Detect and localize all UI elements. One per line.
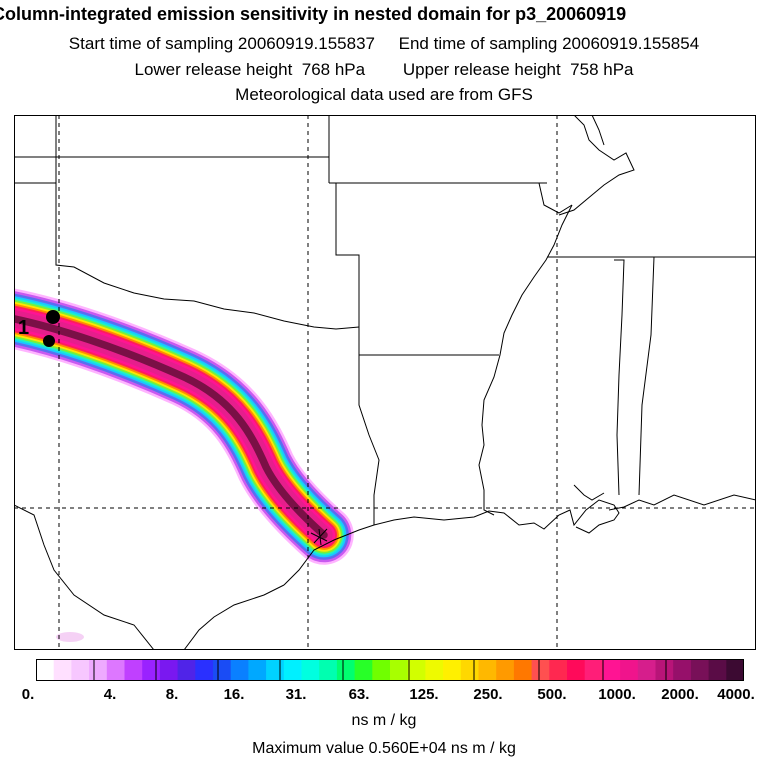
- release-point-marker: [46, 310, 60, 324]
- maximum-value-label: Maximum value 0.560E+04 ns m / kg: [252, 740, 516, 757]
- color-scale-cell: [708, 659, 727, 681]
- color-scale-cell: [726, 659, 744, 681]
- color-scale-cell: [142, 659, 161, 681]
- release-label: 1: [18, 317, 29, 339]
- color-scale-cell: [620, 659, 639, 681]
- color-scale-bar: [36, 659, 744, 681]
- color-scale-tick: 8.: [165, 686, 179, 703]
- color-scale-cell: [425, 659, 444, 681]
- color-scale-cell: [53, 659, 72, 681]
- color-scale-cell: [478, 659, 497, 681]
- color-scale-tick: 2000.: [661, 686, 699, 703]
- color-scale-cell: [655, 659, 674, 681]
- color-scale-tick: 500.: [537, 686, 567, 703]
- color-scale-cell: [549, 659, 568, 681]
- color-scale-cell: [513, 659, 533, 681]
- color-scale-cell: [230, 659, 249, 681]
- color-scale-tick: 16.: [223, 686, 245, 703]
- coastline: [14, 484, 756, 650]
- color-scale-cell: [637, 659, 657, 681]
- color-scale-cell: [248, 659, 267, 681]
- color-scale-cell: [71, 659, 90, 681]
- color-scale-cell: [372, 659, 391, 681]
- color-scale-cell: [354, 659, 373, 681]
- release-point-marker: [43, 335, 55, 347]
- color-scale-tick: 31.: [285, 686, 307, 703]
- small-sensitivity-patch: [56, 632, 84, 642]
- color-scale-units: ns m / kg: [351, 712, 417, 729]
- color-scale-cell: [283, 659, 303, 681]
- color-scale-cell: [496, 659, 515, 681]
- color-scale-cell: [195, 659, 214, 681]
- color-scale-cell: [407, 659, 426, 681]
- plume-band: [14, 315, 328, 539]
- color-scale-cell: [301, 659, 320, 681]
- color-scale-cell: [673, 659, 692, 681]
- color-scale-tick: 63.: [348, 686, 370, 703]
- color-scale-tick: 1000.: [598, 686, 636, 703]
- color-scale-tick: 4.: [103, 686, 117, 703]
- sensitivity-map: 1: [14, 115, 756, 650]
- color-scale-cell: [336, 659, 356, 681]
- color-scale-cell: [159, 659, 179, 681]
- sampling-time-line: Start time of sampling 20060919.155837 E…: [68, 34, 700, 53]
- color-scale-cell: [177, 659, 196, 681]
- meteorological-data-line: Meteorological data used are from GFS: [235, 85, 533, 104]
- map-title: Column-integrated emission sensitivity i…: [0, 4, 627, 24]
- color-scale-cell: [36, 659, 55, 681]
- color-scale-tick: 4000.: [717, 686, 755, 703]
- color-scale-cell: [690, 659, 710, 681]
- color-scale-cell: [584, 659, 603, 681]
- receptor-marker: [310, 528, 328, 546]
- color-scale-tick: 0.: [21, 686, 35, 703]
- color-scale-cell: [124, 659, 143, 681]
- state-borders: [14, 115, 756, 525]
- color-scale-cell: [89, 659, 108, 681]
- color-scale-cell: [531, 659, 550, 681]
- map-frame: [14, 115, 756, 650]
- color-scale-cell: [390, 659, 409, 681]
- color-scale-tick: 125.: [409, 686, 439, 703]
- color-scale-cell: [266, 659, 285, 681]
- color-scale-cell: [602, 659, 621, 681]
- color-scale-cell: [460, 659, 480, 681]
- emission-sensitivity-plume: [14, 288, 354, 565]
- release-height-line: Lower release height 768 hPa Upper relea…: [134, 60, 634, 79]
- release-markers: 1: [18, 310, 60, 347]
- color-scale-cell: [213, 659, 232, 681]
- color-scale-cell: [106, 659, 126, 681]
- lat-lon-grid: [14, 115, 756, 650]
- color-scale-tick: 250.: [473, 686, 503, 703]
- color-scale-cell: [567, 659, 586, 681]
- color-scale-cell: [319, 659, 338, 681]
- color-scale-cell: [443, 659, 462, 681]
